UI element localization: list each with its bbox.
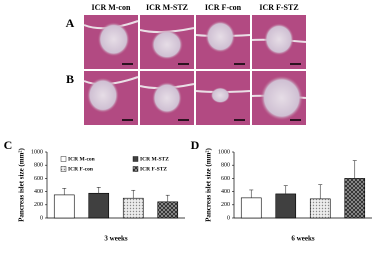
islet (260, 75, 304, 121)
islet (86, 77, 120, 114)
y-tick-label: 400 (34, 189, 43, 195)
y-tick-label: 0 (227, 215, 230, 221)
y-tick-label: 600 (221, 176, 230, 182)
bar (275, 193, 297, 219)
islet (263, 23, 295, 56)
x-axis-label: 6 weeks (291, 235, 314, 243)
legend-label: ICR M-STZ (140, 156, 169, 162)
legend-swatch (60, 156, 67, 162)
column-label: ICR F-con (205, 3, 242, 12)
bar (88, 192, 110, 219)
legend-swatch (60, 166, 67, 172)
y-tick-label: 1000 (31, 149, 43, 155)
y-tick-label: 0 (40, 215, 43, 221)
column-label: ICR M-con (92, 3, 131, 12)
column-label: ICR F-STZ (259, 3, 298, 12)
row-label: A (66, 16, 75, 30)
y-axis-label: Pancreas islet size (mm²) (18, 147, 26, 221)
y-tick-label: 800 (221, 163, 230, 169)
legend-label: ICR F-con (68, 166, 93, 172)
bar (344, 178, 366, 219)
islet (97, 22, 130, 57)
islet (151, 81, 183, 115)
legend-label: ICR F-STZ (140, 166, 167, 172)
bar (157, 201, 179, 219)
histology-panels (83, 15, 307, 125)
legend-swatch (132, 166, 139, 172)
panel-label: C (4, 138, 13, 152)
bar (309, 198, 331, 219)
bar (240, 197, 262, 219)
y-tick-label: 1000 (218, 149, 230, 155)
y-axis-label: Pancreas islet size (mm²) (205, 147, 213, 221)
y-tick-label: 200 (221, 202, 230, 208)
bar (122, 197, 144, 219)
islet (150, 29, 184, 60)
column-label: ICR M-STZ (146, 3, 188, 12)
legend-swatch (132, 156, 139, 162)
y-tick-label: 400 (221, 189, 230, 195)
y-tick-label: 200 (34, 202, 43, 208)
legend-label: ICR M-con (68, 156, 95, 162)
y-tick-label: 600 (34, 176, 43, 182)
panel-label: D (191, 138, 200, 152)
islet (205, 20, 236, 53)
y-tick-label: 800 (34, 163, 43, 169)
bar (53, 194, 75, 219)
row-label: B (66, 72, 74, 86)
x-axis-label: 3 weeks (104, 235, 127, 243)
islet (210, 87, 231, 104)
